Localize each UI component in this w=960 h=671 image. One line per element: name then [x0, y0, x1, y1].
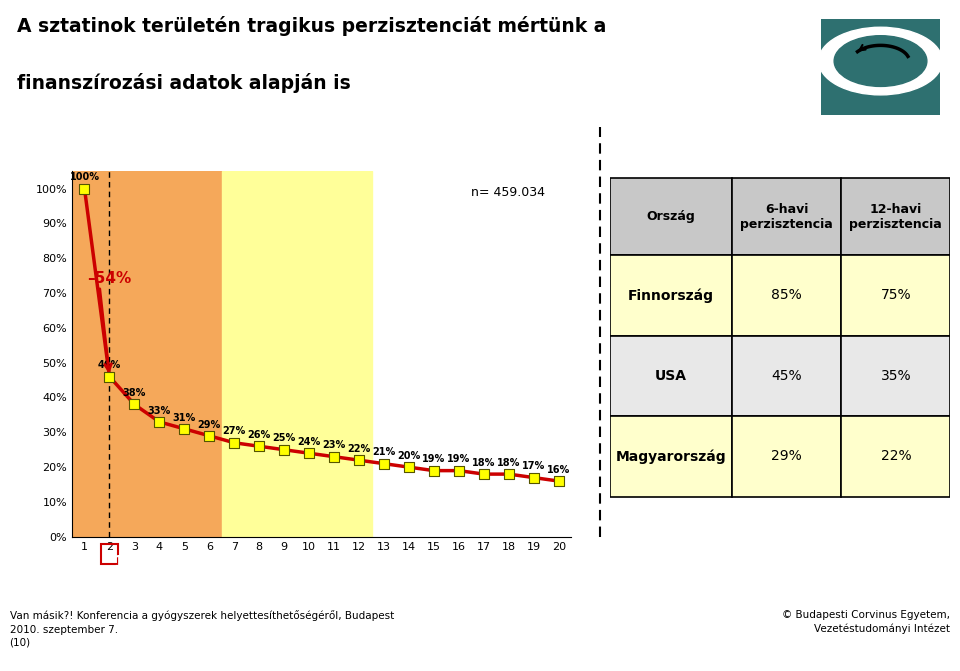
Point: [177, 423, 192, 434]
Bar: [816, 16, 945, 118]
Text: 26%: 26%: [248, 430, 271, 440]
Point: [77, 183, 92, 194]
Point: [202, 430, 217, 441]
Bar: [841, 416, 950, 497]
Text: –54%: –54%: [87, 270, 132, 286]
Text: 35%: 35%: [880, 369, 911, 383]
Bar: [610, 416, 732, 497]
Bar: [732, 178, 841, 255]
Point: [276, 444, 292, 455]
Text: 22%: 22%: [880, 450, 911, 464]
Point: [401, 462, 417, 472]
Text: A sztatinok területén tragikus perzisztenciát mértünk a: A sztatinok területén tragikus perziszte…: [17, 16, 607, 36]
Point: [152, 417, 167, 427]
Text: n= 459.034: n= 459.034: [471, 186, 545, 199]
Text: 18%: 18%: [472, 458, 495, 468]
Bar: [732, 255, 841, 336]
Text: 23%: 23%: [323, 440, 346, 450]
Text: 19%: 19%: [447, 454, 470, 464]
Text: USA: USA: [655, 369, 687, 383]
Text: 21%: 21%: [372, 448, 396, 458]
Circle shape: [819, 28, 943, 95]
Text: 31%: 31%: [173, 413, 196, 423]
Point: [252, 441, 267, 452]
Circle shape: [834, 36, 927, 87]
Bar: [610, 255, 732, 336]
Text: Magyarország: Magyarország: [615, 449, 727, 464]
Text: 20%: 20%: [397, 451, 420, 461]
Point: [501, 469, 516, 480]
Text: 46%: 46%: [98, 360, 121, 370]
Point: [526, 472, 541, 483]
Text: Finnország: Finnország: [628, 288, 714, 303]
Bar: [610, 336, 732, 416]
Point: [227, 437, 242, 448]
Bar: [732, 336, 841, 416]
Text: 12-havi
perzisztencia: 12-havi perzisztencia: [850, 203, 943, 231]
Text: 10 betegből csupán 2 váltja ki a gyógyszerét 12 hónappal az első felírást követő: 10 betegből csupán 2 váltja ki a gyógysz…: [96, 554, 864, 595]
Text: 85%: 85%: [772, 289, 803, 303]
Text: 19%: 19%: [422, 454, 445, 464]
Bar: [222, 171, 372, 537]
Bar: [732, 416, 841, 497]
Text: 6-havi
perzisztencia: 6-havi perzisztencia: [740, 203, 833, 231]
Text: 45%: 45%: [772, 369, 803, 383]
Point: [351, 455, 367, 466]
Text: Sztatin-perzisztencia nemzetközi összevetésben: Sztatin-perzisztencia nemzetközi összeve…: [586, 139, 960, 153]
Point: [326, 452, 342, 462]
Bar: [610, 178, 732, 255]
Point: [426, 465, 442, 476]
Text: 22%: 22%: [348, 444, 371, 454]
Text: 29%: 29%: [198, 419, 221, 429]
Point: [451, 465, 467, 476]
Bar: [841, 178, 950, 255]
Text: 38%: 38%: [123, 389, 146, 398]
Text: 16%: 16%: [547, 465, 570, 475]
Point: [376, 458, 392, 469]
Text: Van másik?! Konferencia a gyógyszerek helyettesíthetőségéről, Budapest
2010. sze: Van másik?! Konferencia a gyógyszerek he…: [10, 611, 394, 648]
Text: © Budapesti Corvinus Egyetem,
Vezetéstudományi Intézet: © Budapesti Corvinus Egyetem, Vezetéstud…: [782, 611, 950, 634]
Bar: [821, 19, 940, 115]
Text: 29%: 29%: [772, 450, 803, 464]
Text: 100%: 100%: [69, 172, 100, 183]
Text: A sztatinszedők perzisztenciája: A sztatinszedők perzisztenciája: [172, 138, 419, 154]
Text: finanszírozási adatok alapján is: finanszírozási adatok alapján is: [17, 73, 350, 93]
Text: 25%: 25%: [273, 433, 296, 444]
Point: [127, 399, 142, 410]
Text: 33%: 33%: [148, 405, 171, 415]
Bar: [72, 171, 222, 537]
Text: 27%: 27%: [223, 427, 246, 437]
Bar: [841, 336, 950, 416]
Point: [301, 448, 317, 458]
Text: Ország: Ország: [647, 210, 695, 223]
Bar: [841, 255, 950, 336]
Text: 75%: 75%: [880, 289, 911, 303]
Point: [551, 476, 566, 486]
Text: 18%: 18%: [497, 458, 520, 468]
Point: [102, 371, 117, 382]
Text: 17%: 17%: [522, 462, 545, 471]
Point: [476, 469, 492, 480]
Text: 24%: 24%: [298, 437, 321, 447]
